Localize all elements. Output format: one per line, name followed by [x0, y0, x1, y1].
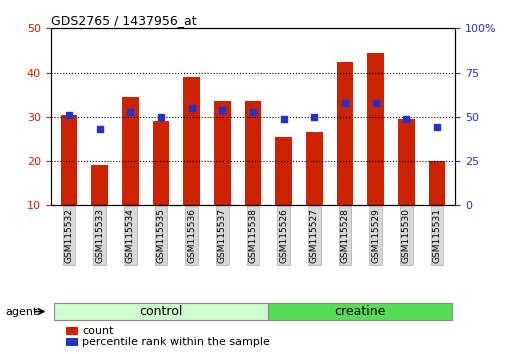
- Bar: [214, 101, 230, 205]
- Bar: [153, 121, 169, 205]
- Bar: [306, 132, 322, 205]
- Bar: [61, 115, 77, 205]
- Point: [279, 116, 287, 121]
- Point: [432, 125, 440, 130]
- Text: count: count: [82, 326, 113, 336]
- Bar: [336, 62, 352, 205]
- Point: [310, 114, 318, 120]
- Bar: [428, 161, 444, 205]
- Point: [65, 112, 73, 118]
- Bar: [183, 77, 199, 205]
- Bar: [122, 97, 138, 205]
- Text: GDS2765 / 1437956_at: GDS2765 / 1437956_at: [50, 14, 196, 27]
- Point: [126, 109, 134, 114]
- Bar: [275, 137, 291, 205]
- Bar: [367, 53, 383, 205]
- Point: [157, 114, 165, 120]
- Text: creatine: creatine: [334, 305, 385, 318]
- Bar: [91, 166, 108, 205]
- Bar: [397, 119, 414, 205]
- Text: percentile rank within the sample: percentile rank within the sample: [82, 337, 269, 347]
- Point: [371, 100, 379, 105]
- Point: [218, 107, 226, 113]
- Text: control: control: [139, 305, 182, 318]
- Point: [340, 100, 348, 105]
- Point: [95, 126, 104, 132]
- Bar: [244, 101, 261, 205]
- Point: [401, 116, 410, 121]
- Point: [187, 105, 195, 111]
- Text: agent: agent: [5, 307, 37, 316]
- Point: [248, 109, 257, 114]
